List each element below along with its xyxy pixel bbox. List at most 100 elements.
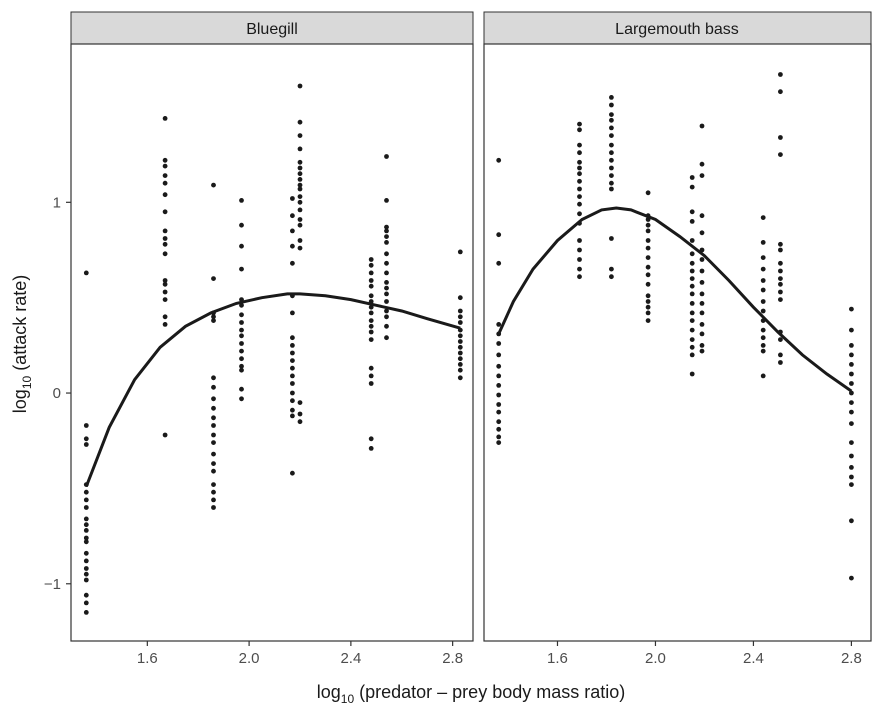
- data-point: [689, 301, 695, 306]
- x-tick-label-largemouth-bass: 1.6: [547, 650, 568, 667]
- data-point: [778, 289, 783, 295]
- x-tick-label-largemouth-bass: 2.0: [645, 650, 666, 667]
- data-point: [83, 566, 89, 571]
- data-point: [290, 358, 295, 363]
- x-tick-label-bluegill: 2.0: [239, 650, 260, 667]
- data-point: [211, 405, 216, 411]
- data-point: [699, 213, 705, 219]
- data-point: [760, 266, 766, 272]
- data-point: [239, 320, 244, 325]
- data-point: [457, 295, 463, 301]
- data-point: [162, 157, 168, 163]
- data-point: [297, 199, 303, 205]
- data-point: [83, 592, 89, 598]
- data-point: [496, 419, 502, 425]
- data-point: [211, 182, 216, 188]
- data-point: [609, 180, 614, 186]
- data-point: [83, 528, 89, 533]
- data-point: [368, 323, 374, 329]
- data-point: [760, 308, 766, 314]
- data-point: [162, 314, 168, 320]
- data-point: [384, 335, 389, 341]
- data-point: [609, 102, 614, 108]
- data-point: [699, 230, 705, 236]
- data-point: [496, 392, 502, 398]
- data-point: [689, 184, 695, 190]
- data-point: [609, 95, 614, 100]
- data-point: [778, 241, 783, 247]
- data-point: [239, 198, 244, 203]
- data-point: [760, 299, 766, 304]
- data-point: [689, 260, 695, 266]
- strip-label-largemouth-bass: Largemouth bass: [615, 21, 739, 38]
- data-point: [211, 432, 216, 438]
- data-point: [290, 398, 295, 404]
- data-point: [211, 318, 216, 323]
- data-point: [162, 297, 168, 302]
- data-point: [83, 535, 89, 541]
- x-axis-title-subscript: 10: [341, 692, 355, 706]
- data-point: [699, 310, 705, 316]
- data-point: [83, 436, 89, 442]
- data-point: [162, 432, 168, 438]
- data-point: [609, 150, 614, 156]
- data-point: [577, 186, 582, 192]
- data-point: [368, 436, 374, 442]
- data-point: [211, 489, 216, 495]
- data-point: [162, 289, 168, 295]
- data-point: [368, 329, 374, 335]
- data-point: [689, 268, 695, 274]
- data-point: [297, 400, 303, 405]
- data-point: [645, 281, 651, 287]
- data-point: [239, 327, 244, 333]
- data-point: [162, 281, 168, 287]
- data-point: [849, 409, 854, 415]
- data-point: [778, 276, 783, 281]
- data-point: [609, 117, 614, 123]
- y-tick-label: 1: [53, 194, 61, 211]
- data-point: [457, 344, 463, 350]
- data-point: [760, 215, 766, 221]
- data-point: [290, 350, 295, 356]
- data-point: [689, 327, 695, 333]
- data-point: [645, 190, 651, 196]
- data-point: [384, 314, 389, 320]
- points-largemouth-bass: [496, 72, 854, 581]
- data-point: [83, 505, 89, 510]
- data-point: [83, 497, 89, 503]
- data-point: [384, 240, 389, 245]
- data-point: [645, 304, 651, 310]
- data-point: [609, 125, 614, 131]
- data-point: [297, 171, 303, 177]
- data-point: [290, 228, 295, 234]
- data-point: [689, 337, 695, 342]
- data-point: [297, 207, 303, 213]
- data-point: [609, 157, 614, 163]
- data-point: [778, 247, 783, 253]
- data-point: [239, 222, 244, 228]
- data-point: [297, 182, 303, 188]
- data-point: [778, 72, 783, 77]
- data-point: [609, 274, 614, 280]
- data-point: [760, 327, 766, 333]
- data-point: [760, 348, 766, 354]
- data-point: [849, 327, 854, 333]
- data-point: [290, 373, 295, 379]
- data-point: [297, 245, 303, 251]
- data-point: [83, 522, 89, 528]
- data-point: [457, 320, 463, 325]
- data-point: [849, 575, 854, 581]
- data-point: [849, 421, 854, 426]
- data-point: [211, 497, 216, 503]
- data-point: [83, 550, 89, 556]
- data-point: [760, 373, 766, 379]
- data-point: [239, 348, 244, 354]
- data-point: [496, 409, 502, 415]
- data-point: [297, 83, 303, 89]
- data-point: [297, 238, 303, 243]
- panel-bluegill: Bluegill 1.6 2.0 2.4 2.8: [70, 11, 474, 667]
- data-point: [609, 142, 614, 148]
- data-point: [645, 264, 651, 270]
- data-point: [368, 270, 374, 276]
- data-point: [457, 249, 463, 255]
